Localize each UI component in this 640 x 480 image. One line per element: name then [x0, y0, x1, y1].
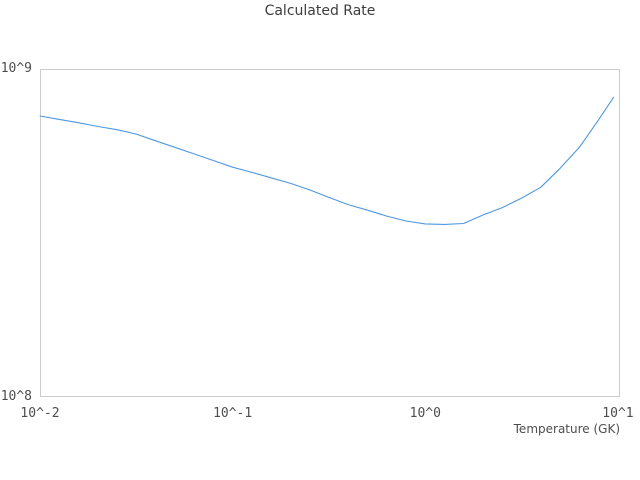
plot-border	[40, 69, 620, 397]
chart-title: Calculated Rate	[264, 3, 376, 19]
x-tick-label: 10^-2	[20, 406, 60, 421]
x-tick-label: 10^1	[602, 406, 634, 421]
y-tick-label: 10^8	[0, 389, 32, 404]
y-tick-label: 10^9	[0, 61, 32, 76]
x-tick-label: 10^0	[409, 406, 441, 421]
x-axis-title: Temperature (GK)	[513, 422, 620, 436]
x-tick-label: 10^-1	[213, 406, 253, 421]
rate-line	[39, 96, 615, 225]
plot-area	[39, 69, 620, 397]
